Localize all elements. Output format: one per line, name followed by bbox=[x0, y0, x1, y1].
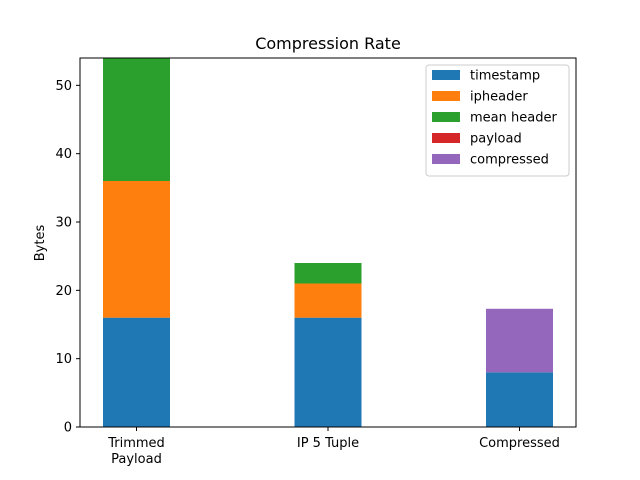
bar-timestamp-0 bbox=[103, 317, 170, 427]
chart-title: Compression Rate bbox=[255, 34, 401, 53]
legend-box bbox=[425, 64, 570, 177]
legend-label-mean-header: mean header bbox=[470, 111, 557, 126]
bar-ipheader-0 bbox=[103, 181, 170, 318]
x-tick-label: Compressed bbox=[479, 436, 560, 451]
y-tick-label: 20 bbox=[55, 284, 72, 299]
x-tick-label: Payload bbox=[111, 452, 162, 467]
legend-swatch-ipheader bbox=[432, 91, 460, 101]
bar-timestamp-2 bbox=[486, 372, 553, 427]
bars-layer bbox=[103, 58, 553, 427]
bar-mean-header-1 bbox=[294, 263, 362, 284]
legend-swatch-compressed bbox=[432, 154, 460, 164]
y-tick-label: 40 bbox=[55, 147, 72, 162]
bar-timestamp-1 bbox=[294, 317, 362, 427]
legend-label-compressed: compressed bbox=[470, 153, 549, 168]
y-axis-label: Bytes bbox=[33, 225, 48, 262]
y-tick-label: 50 bbox=[55, 79, 72, 94]
legend-swatch-timestamp bbox=[432, 70, 460, 80]
y-tick-label: 10 bbox=[55, 352, 72, 367]
x-tick-label: Trimmed bbox=[107, 436, 165, 451]
y-tick-label: 30 bbox=[55, 216, 72, 231]
legend-label-ipheader: ipheader bbox=[470, 90, 528, 105]
bar-ipheader-1 bbox=[294, 283, 362, 318]
legend: timestamp ipheader mean header payload compr… bbox=[425, 64, 570, 177]
bar-mean-header-0 bbox=[103, 58, 170, 181]
bar-compressed-2 bbox=[486, 308, 553, 373]
legend-label-payload: payload bbox=[470, 132, 522, 147]
legend-swatch-payload bbox=[432, 133, 460, 143]
legend-label-timestamp: timestamp bbox=[470, 69, 540, 84]
y-tick-label: 0 bbox=[64, 421, 72, 436]
legend-swatch-mean-header bbox=[432, 112, 460, 122]
x-tick-label: IP 5 Tuple bbox=[297, 436, 359, 451]
